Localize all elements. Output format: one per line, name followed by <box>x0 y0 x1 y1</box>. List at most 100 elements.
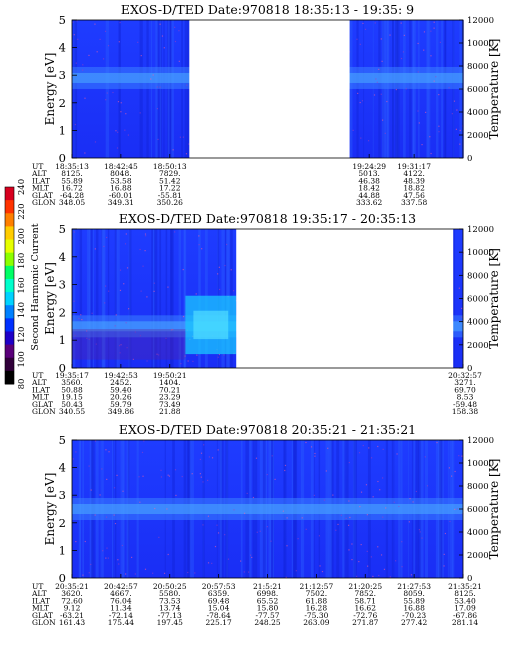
speckle <box>81 318 83 321</box>
speckle <box>243 571 245 573</box>
speckle <box>418 529 420 531</box>
speckle <box>382 448 384 450</box>
colorbar-swatch <box>5 213 14 227</box>
streak <box>118 20 121 158</box>
y-right-axis-label: Temperature [K] <box>487 39 501 140</box>
streak <box>117 229 120 368</box>
y-right-tick-label: 8000 <box>467 271 489 281</box>
speckle <box>106 478 108 481</box>
table-cell: 16.88 <box>110 184 132 193</box>
speckle <box>450 475 453 477</box>
table-cell: -70.23 <box>402 611 426 620</box>
streak <box>381 20 386 158</box>
streak <box>88 229 91 368</box>
colorbar-tick-label: 80 <box>17 379 27 390</box>
table-cell: 6359. <box>208 589 229 598</box>
speckle <box>153 290 155 292</box>
table-row-label: GLON <box>32 618 56 627</box>
streak <box>114 229 117 368</box>
speckle <box>112 91 114 94</box>
speckle <box>417 110 419 112</box>
speckle <box>165 337 167 340</box>
speckle <box>454 508 456 510</box>
streak <box>155 20 158 158</box>
speckle <box>113 514 115 516</box>
speckle <box>174 40 177 43</box>
streak <box>139 20 143 158</box>
speckle <box>78 317 80 320</box>
speckle <box>255 457 258 459</box>
speckle <box>163 572 166 574</box>
speckle <box>459 143 461 145</box>
table-cell: 46.38 <box>358 176 380 185</box>
table-cell: 53.58 <box>110 176 132 185</box>
y-right-tick-label: 10000 <box>467 248 494 258</box>
speckle <box>94 23 96 25</box>
speckle <box>409 498 411 500</box>
speckle <box>332 494 334 496</box>
speckle <box>137 41 139 43</box>
streak <box>187 20 191 158</box>
panel-3: EXOS-D/TED Date:970818 20:35:21 - 21:35:… <box>31 422 501 627</box>
speckle <box>106 92 108 94</box>
speckle <box>160 469 162 471</box>
table-row-label: GLON <box>32 407 56 416</box>
table-cell: 337.58 <box>401 198 427 207</box>
speckle <box>314 452 316 455</box>
speckle <box>72 21 74 23</box>
streak <box>160 20 162 158</box>
speckle <box>376 81 378 83</box>
table-row-label: UT <box>32 371 43 380</box>
speckle <box>444 532 447 535</box>
colorbar-tick-label: 120 <box>17 327 27 343</box>
speckle <box>120 102 122 104</box>
streak <box>153 229 158 368</box>
speckle <box>389 576 391 578</box>
streak <box>171 20 174 158</box>
table-cell: 349.31 <box>108 198 134 207</box>
y-tick-label: 5 <box>59 433 66 447</box>
speckle <box>451 113 453 115</box>
speckle <box>217 273 219 275</box>
colorbar-tick-label: 240 <box>17 179 27 195</box>
speckle <box>156 108 159 110</box>
speckle <box>383 568 386 570</box>
speckle <box>377 445 379 448</box>
table-cell: 16.28 <box>306 604 328 613</box>
speckle <box>286 517 288 519</box>
speckle <box>153 282 155 284</box>
speckle <box>119 289 122 292</box>
speckle <box>191 473 193 475</box>
speckle <box>182 315 185 318</box>
speckle <box>140 290 142 292</box>
speckle <box>423 49 425 51</box>
y-axis-label: Energy [eV] <box>43 473 57 546</box>
y-tick-label: 2 <box>59 516 66 530</box>
speckle <box>295 570 297 572</box>
table-cell: 23.29 <box>159 393 181 402</box>
speckle <box>271 455 273 457</box>
speckle <box>174 469 177 471</box>
speckle <box>381 477 384 479</box>
colorbar-tick-label: 180 <box>17 253 27 269</box>
speckle <box>430 30 432 32</box>
speckle <box>118 41 120 43</box>
streak <box>451 229 456 368</box>
speckle <box>200 476 202 478</box>
speckle <box>266 473 268 476</box>
speckle <box>359 506 361 508</box>
streak <box>412 20 415 158</box>
speckle <box>144 568 147 570</box>
speckle <box>124 129 126 131</box>
y-tick-label: 0 <box>59 361 66 375</box>
speckle <box>198 244 200 246</box>
speckle <box>80 314 82 316</box>
speckle <box>139 248 141 251</box>
speckle <box>198 235 200 237</box>
speckle <box>125 113 127 115</box>
table-cell: 20:42:57 <box>104 582 138 591</box>
streak <box>107 229 110 368</box>
streak <box>418 20 420 158</box>
speckle <box>200 452 203 454</box>
y-right-tick-label: 12000 <box>467 436 494 446</box>
